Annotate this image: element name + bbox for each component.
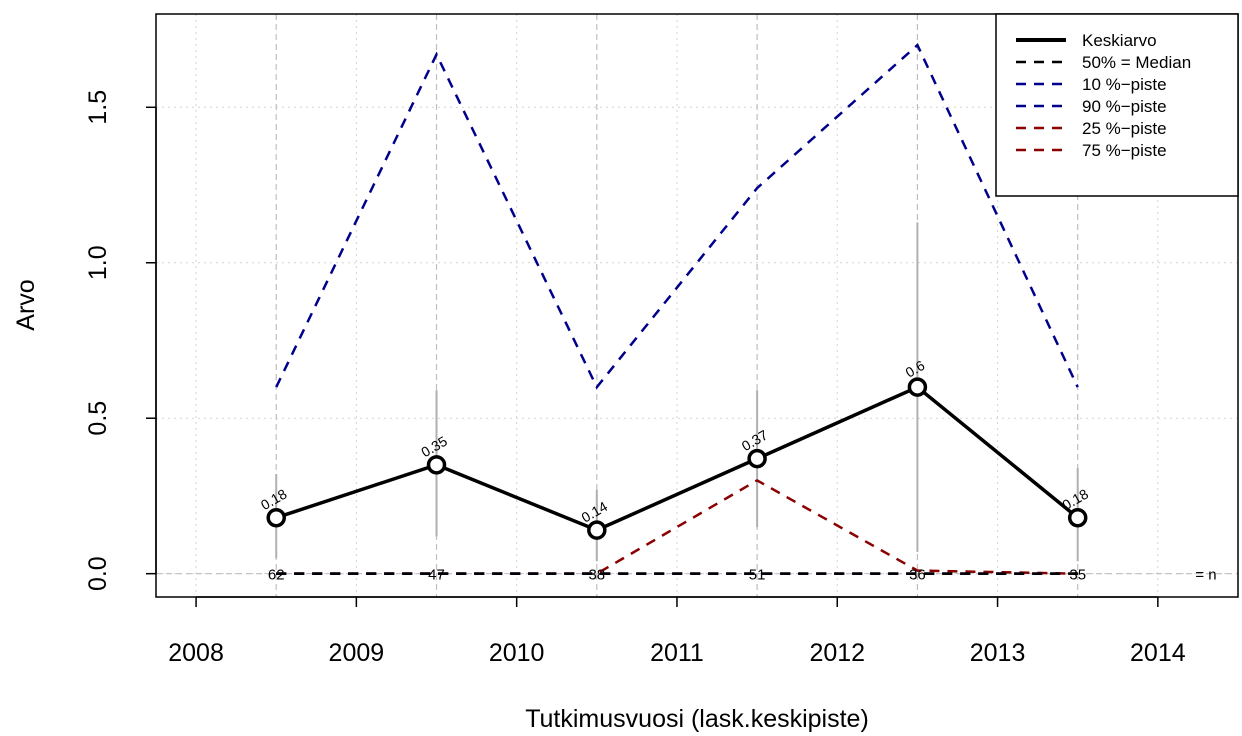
n-value: 36 [909,567,926,584]
n-value: 51 [749,567,766,584]
x-tick-label: 2010 [489,639,545,667]
legend-label: 75 %−piste [1082,141,1167,160]
x-axis-title: Tutkimusvuosi (lask.keskipiste) [525,705,869,733]
n-value: 62 [268,567,285,584]
legend-label: 90 %−piste [1082,97,1167,116]
y-axis-title: Arvo [12,279,40,330]
data-labels: 0.180.350.140.370.60.18 [258,357,1091,526]
y-tick-label: 1.0 [84,245,112,280]
series-line-0 [275,385,1079,533]
mean-value-label: 0.6 [902,357,927,381]
x-tick-label: 2008 [168,639,224,667]
mean-point [907,377,928,397]
x-tick-label: 2011 [650,639,704,667]
y-tick-label: 0.5 [84,401,112,436]
series-line-3 [275,43,1079,390]
series-lines [275,43,1079,575]
y-tick-label: 1.5 [84,90,112,125]
x-tick-label: 2014 [1130,639,1186,667]
legend-label: Keskiarvo [1082,31,1157,50]
legend: Keskiarvo 50% = Median 10 %−piste 90 %−pist… [995,13,1239,197]
n-labels: 62 47 38 51 36 35 = n [268,567,1217,584]
mean-point [266,507,286,528]
n-value: 38 [588,567,605,584]
n-value: 35 [1069,567,1086,584]
x-axis: 2008 2009 2010 2011 2012 2013 2014 [168,596,1186,667]
mean-point [587,520,607,540]
x-tick-label: 2009 [329,639,385,667]
n-value: 47 [428,567,445,584]
mean-point [1067,507,1088,528]
n-label: = n [1195,567,1216,584]
mean-points [266,377,1088,540]
legend-label: 50% = Median [1082,53,1191,72]
mean-point [426,455,447,475]
y-axis: 0.0 0.5 1.0 1.5 [84,90,157,591]
mean-point [747,448,767,469]
x-tick-label: 2013 [970,639,1026,667]
x-tick-label: 2012 [809,639,865,667]
y-tick-label: 0.0 [84,556,112,591]
legend-label: 25 %−piste [1082,119,1167,138]
legend-label: 10 %−piste [1082,75,1167,94]
